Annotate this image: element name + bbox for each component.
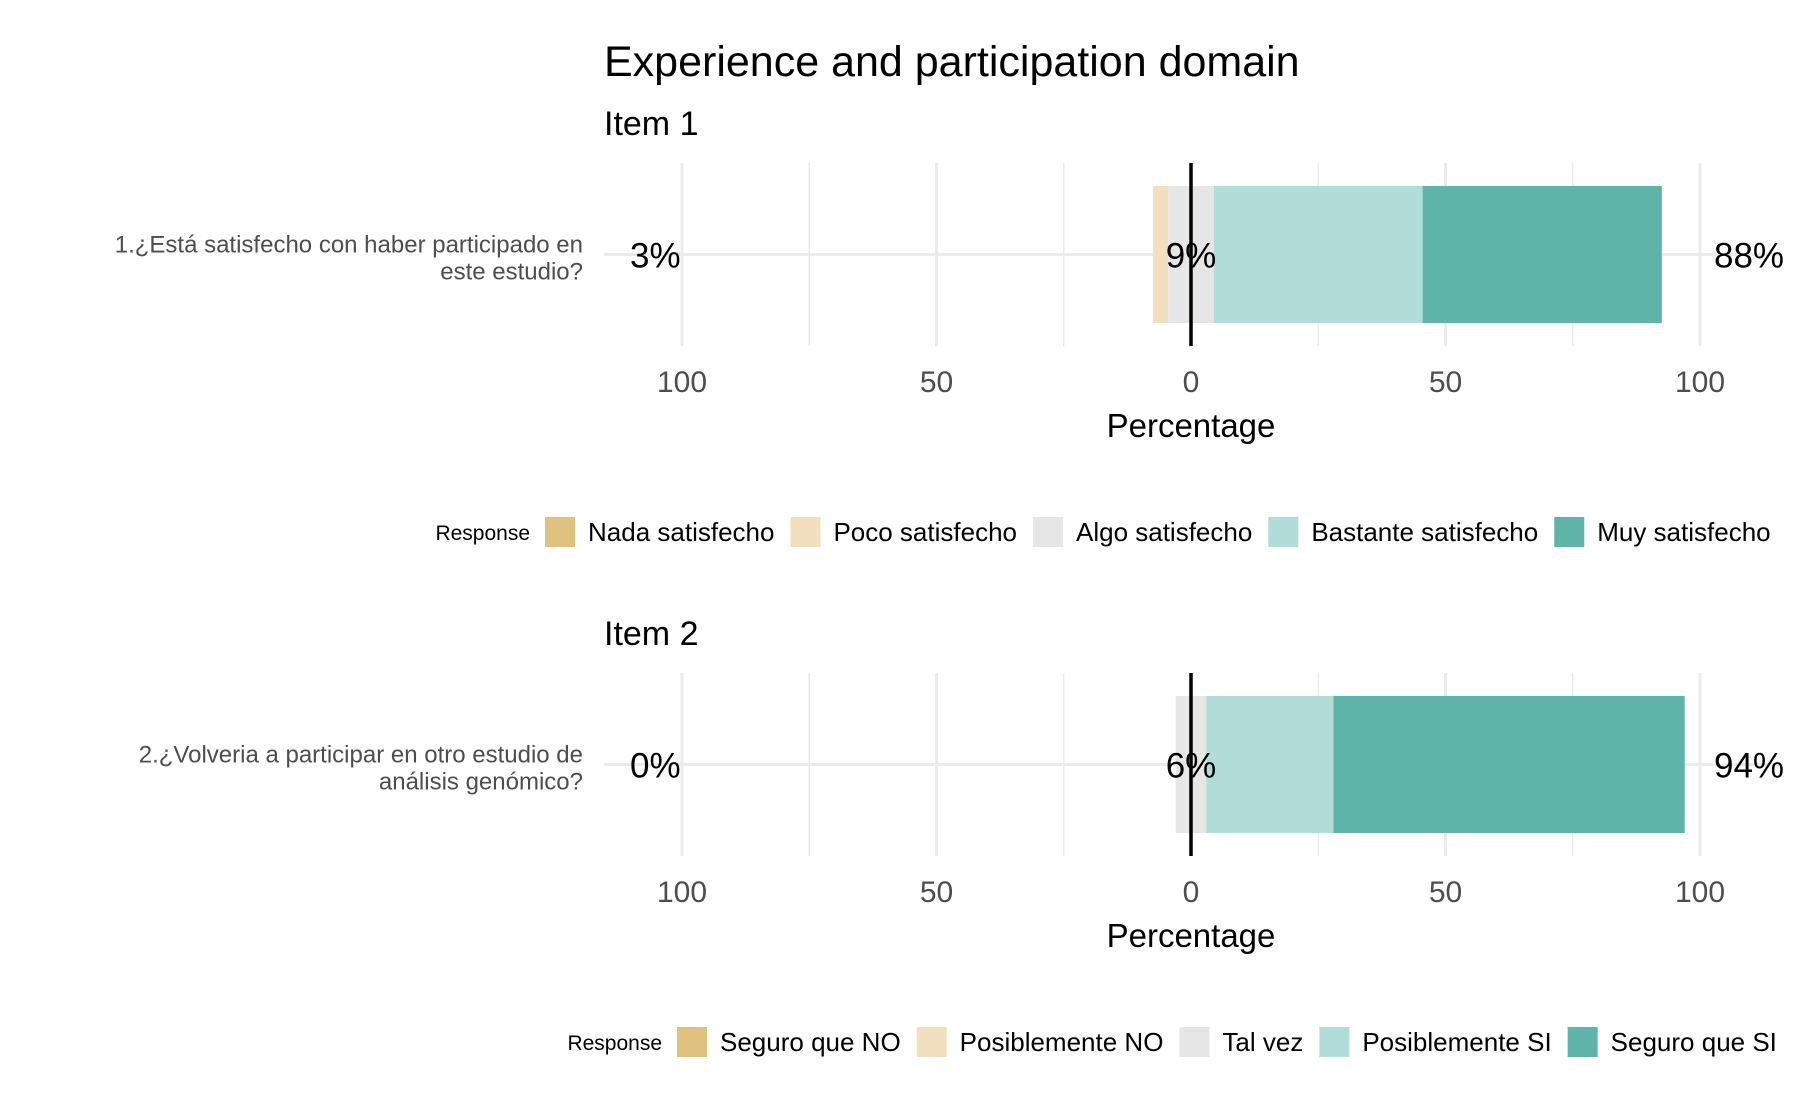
legend-swatch (545, 517, 575, 547)
chart-title: Experience and participation domain (604, 38, 1300, 86)
legend-swatch (1319, 1027, 1350, 1057)
legend-label: Nada satisfecho (588, 517, 774, 547)
panel-subtitle: Item 2 (604, 615, 698, 653)
panel-item-2: Item 2 0% 6% 94% 2.¿Volveria a participar en… (139, 615, 1784, 1057)
legend-swatch (1268, 517, 1299, 547)
legend-swatch (1032, 517, 1063, 547)
legend-swatch (1554, 517, 1585, 547)
x-tick-label: 100 (657, 876, 707, 909)
x-tick-label: 100 (657, 366, 707, 399)
legend-label: Algo satisfecho (1076, 517, 1252, 547)
question-label-line: 2.¿Volveria a participar en otro estudio… (139, 742, 583, 769)
bar-segment-muy-satisfecho (1422, 186, 1662, 323)
legend-label: Posiblemente SI (1362, 1027, 1551, 1057)
legend-swatch (1179, 1027, 1210, 1057)
x-tick-label: 0 (1183, 366, 1200, 399)
percent-label-low: 0% (630, 747, 681, 786)
question-label-line: este estudio? (440, 259, 583, 286)
legend-label: Poco satisfecho (833, 517, 1017, 547)
x-tick-label: 50 (1429, 876, 1462, 909)
x-tick-label: 100 (1675, 876, 1725, 909)
x-tick-label: 100 (1675, 366, 1725, 399)
question-label-line: 1.¿Está satisfecho con haber participado… (115, 232, 583, 259)
x-tick-label: 50 (1429, 366, 1462, 399)
legend-label: Posiblemente NO (960, 1027, 1164, 1057)
bar-segment-bastante-satisfecho (1213, 186, 1423, 323)
x-tick-label: 50 (920, 876, 953, 909)
percent-label-neutral: 6% (1166, 747, 1217, 786)
legend-title: Response (435, 522, 530, 545)
percent-label-neutral: 9% (1166, 237, 1217, 276)
question-label-line: análisis genómico? (379, 769, 583, 796)
panel-item-1: Item 1 3% 9% 88% 1.¿Está satisfecho con habe… (115, 105, 1784, 547)
panel-subtitle: Item 1 (604, 105, 698, 143)
bar-segment-posiblemente-si (1206, 696, 1334, 833)
legend-swatch (916, 1027, 947, 1057)
legend-swatch (1567, 1027, 1598, 1057)
x-tick-label: 50 (920, 366, 953, 399)
legend-label: Bastante satisfecho (1311, 517, 1538, 547)
legend-label: Tal vez (1222, 1027, 1303, 1057)
legend-label: Seguro que SI (1611, 1027, 1777, 1057)
x-axis-title: Percentage (1107, 917, 1276, 954)
x-tick-label: 0 (1183, 876, 1200, 909)
percent-label-high: 88% (1714, 237, 1784, 276)
legend-label: Seguro que NO (720, 1027, 901, 1057)
legend-title: Response (567, 1032, 662, 1055)
bar-segment-seguro-que-si (1333, 696, 1685, 833)
legend-swatch (677, 1027, 707, 1057)
percent-label-high: 94% (1714, 747, 1784, 786)
percent-label-low: 3% (630, 237, 681, 276)
bar-segment-poco-satisfecho (1152, 186, 1169, 323)
legend-label: Muy satisfecho (1597, 517, 1770, 547)
legend-swatch (790, 517, 821, 547)
x-axis-title: Percentage (1107, 407, 1276, 444)
